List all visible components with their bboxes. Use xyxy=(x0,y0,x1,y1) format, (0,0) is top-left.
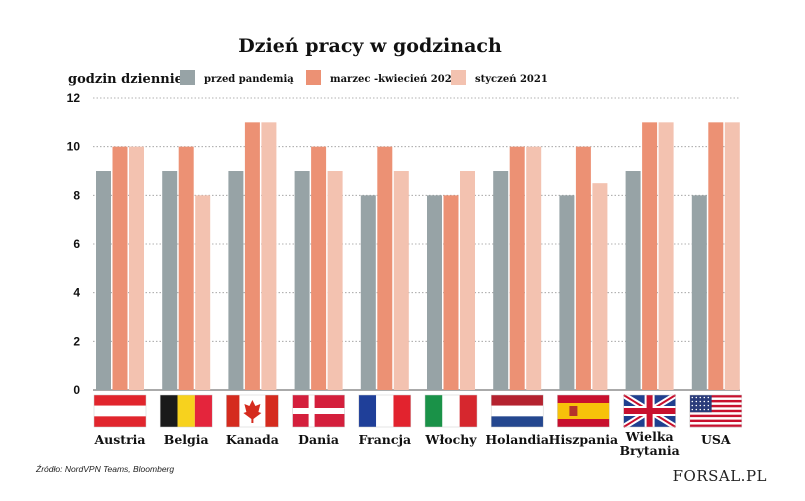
bar-kanada-styczen-2021 xyxy=(261,122,277,390)
bar-group-austria xyxy=(96,146,144,390)
chart-title: Dzień pracy w godzinach xyxy=(238,35,502,57)
bar-hiszpania-przed-pandemia xyxy=(559,195,575,390)
x-tick-label-kanada: Kanada xyxy=(226,432,279,447)
legend-swatch xyxy=(180,70,195,85)
forsal-logo: FORSAL.PL xyxy=(673,467,767,485)
x-tick-label-holandia: Holandia xyxy=(485,432,549,447)
bar-usa-styczen-2021 xyxy=(724,122,740,390)
legend-label: styczeń 2021 xyxy=(475,74,548,85)
bar-belgia-przed-pandemia xyxy=(162,171,178,390)
legend-label: przed pandemią xyxy=(204,74,294,85)
bar-wielka-brytania-styczen-2021 xyxy=(658,122,674,390)
y-tick-label: 12 xyxy=(67,91,81,105)
bar-group-wlochy xyxy=(427,171,475,390)
y-tick-label: 10 xyxy=(67,140,81,154)
x-tick-label-belgia: Belgia xyxy=(164,432,209,447)
legend-swatch xyxy=(306,70,321,85)
y-tick-label: 6 xyxy=(73,237,80,251)
austria-flag-icon xyxy=(93,394,147,428)
bar-austria-styczen-2021 xyxy=(129,146,144,390)
y-axis-ticks: 0 2 4 6 8 10 12 xyxy=(67,91,81,397)
x-tick-label-wielka-brytania: Wielka Brytania xyxy=(619,429,679,458)
legend: przed pandemią marzec -kwiecień 2020 stycz… xyxy=(180,70,548,85)
legend-swatch xyxy=(451,70,466,85)
bar-holandia-przed-pandemia xyxy=(493,171,509,390)
x-tick-label-dania: Dania xyxy=(298,432,339,447)
bar-holandia-styczen-2021 xyxy=(526,146,542,390)
bar-group-holandia xyxy=(493,146,542,390)
source-note: Źródło: NordVPN Teams, Bloomberg xyxy=(35,464,174,474)
bar-wlochy-przed-pandemia xyxy=(427,195,442,390)
bar-wlochy-marzec-kwiecien-2020 xyxy=(443,195,459,390)
bar-hiszpania-marzec-kwiecien-2020 xyxy=(575,146,591,390)
bar-wielka-brytania-przed-pandemia xyxy=(625,171,641,390)
bar-kanada-marzec-kwiecien-2020 xyxy=(244,122,260,390)
bars xyxy=(96,122,740,390)
italy-flag-icon xyxy=(424,394,478,428)
denmark-flag-icon xyxy=(292,394,345,428)
x-tick-label-austria: Austria xyxy=(93,432,145,447)
bar-group-kanada xyxy=(228,122,277,390)
bar-holandia-marzec-kwiecien-2020 xyxy=(509,146,525,390)
legend-item-styczen-2021: styczeń 2021 xyxy=(451,70,548,85)
y-axis-label: godzin dziennie xyxy=(68,72,183,87)
bar-group-wielka-brytania xyxy=(625,122,674,390)
bar-belgia-styczen-2021 xyxy=(195,195,211,390)
france-flag-icon xyxy=(358,394,412,428)
netherlands-flag-icon xyxy=(490,394,544,428)
bar-hiszpania-styczen-2021 xyxy=(592,183,608,390)
bar-kanada-przed-pandemia xyxy=(228,171,244,390)
bar-dania-marzec-kwiecien-2020 xyxy=(311,146,327,390)
y-tick-label: 2 xyxy=(73,334,80,348)
uk-flag-icon xyxy=(622,392,678,430)
bar-wlochy-styczen-2021 xyxy=(460,171,475,390)
y-tick-label: 0 xyxy=(73,383,80,397)
bar-usa-przed-pandemia xyxy=(691,195,707,390)
bar-francja-marzec-kwiecien-2020 xyxy=(377,146,393,390)
belgium-flag-icon xyxy=(159,394,213,428)
y-tick-label: 8 xyxy=(73,188,80,202)
x-tick-label-wlochy: Włochy xyxy=(424,432,477,447)
legend-item-marzec-kwiecien-2020: marzec -kwiecień 2020 xyxy=(306,70,459,85)
x-tick-label-francja: Francja xyxy=(358,432,411,447)
bar-group-dania xyxy=(294,146,343,390)
spain-flag-icon xyxy=(557,394,610,428)
bar-francja-styczen-2021 xyxy=(393,171,409,390)
bar-francja-przed-pandemia xyxy=(360,195,376,390)
category-labels: Austria Belgia Kanada Dania Francja Włochy Hol… xyxy=(93,429,730,458)
x-tick-label-hiszpania: Hiszpania xyxy=(549,432,618,447)
bar-group-belgia xyxy=(162,146,211,390)
bar-austria-przed-pandemia xyxy=(96,171,111,390)
bar-dania-styczen-2021 xyxy=(327,171,343,390)
bar-dania-przed-pandemia xyxy=(294,171,310,390)
flags xyxy=(93,392,743,430)
bar-austria-marzec-kwiecien-2020 xyxy=(112,146,128,390)
bar-wielka-brytania-marzec-kwiecien-2020 xyxy=(642,122,658,390)
logo-text: FORSAL.PL xyxy=(673,467,767,485)
legend-item-przed-pandemia: przed pandemią xyxy=(180,70,294,85)
canada-flag-icon xyxy=(226,394,279,428)
bar-group-usa xyxy=(691,122,740,390)
x-tick-label-usa: USA xyxy=(701,432,731,447)
usa-flag-icon xyxy=(689,394,743,428)
legend-label: marzec -kwiecień 2020 xyxy=(330,74,459,85)
bar-usa-marzec-kwiecien-2020 xyxy=(708,122,724,390)
bar-belgia-marzec-kwiecien-2020 xyxy=(178,146,194,390)
bar-group-francja xyxy=(360,146,409,390)
y-tick-label: 4 xyxy=(73,286,80,300)
bar-group-hiszpania xyxy=(559,146,608,390)
